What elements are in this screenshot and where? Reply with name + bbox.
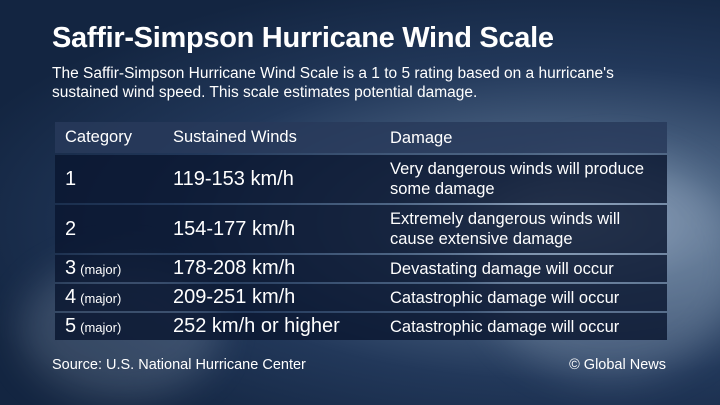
column-header: Damage [390,128,453,147]
winds-cell: 178-208 km/h [173,257,296,279]
category-note: (major) [80,291,122,306]
damage-cell: Devastating damage will occur [390,259,614,278]
category-cell: 4 (major) [55,286,163,309]
table-header: Category Sustained Winds Damage [55,122,667,153]
category-number: 4 [65,286,77,308]
table-row: 3 (major) 178-208 km/h Devastating damage w… [55,255,667,282]
subtitle: The Saffir-Simpson Hurricane Wind Scale … [52,65,614,101]
winds-cell: 119-153 km/h [173,167,294,190]
damage-cell: Catastrophic damage will occur [390,288,620,307]
table-row: 4 (major) 209-251 km/h Catastrophic damage … [55,284,667,311]
source: Source: U.S. National Hurricane Center [52,357,306,373]
column-header: Sustained Winds [173,128,297,146]
table-row: 2 154-177 km/h Extremely dangerous winds w… [55,205,667,253]
title: Saffir-Simpson Hurricane Wind Scale [52,22,554,54]
category-cell: 2 [55,218,163,241]
damage-cell: Catastrophic damage will occur [390,317,620,336]
column-header: Category [65,128,132,146]
table: Category Sustained Winds Damage 1 119-153… [55,122,667,342]
damage-cell: Very dangerous winds will produce some d… [390,160,645,198]
category-number: 1 [65,167,77,190]
category-number: 3 [65,257,77,279]
category-cell: 5 (major) [55,315,163,338]
category-note: (major) [80,262,122,277]
winds-cell: 209-251 km/h [173,286,296,308]
category-note: (major) [80,320,122,335]
winds-cell: 252 km/h or higher [173,315,340,337]
category-cell: 3 (major) [55,257,163,280]
damage-cell: Extremely dangerous winds will cause ext… [390,210,621,248]
category-number: 5 [65,315,77,337]
category-number: 2 [65,217,77,240]
winds-cell: 154-177 km/h [173,217,296,240]
table-row: 5 (major) 252 km/h or higher Catastrophic d… [55,313,667,340]
table-row: 1 119-153 km/h Very dangerous winds will p… [55,155,667,203]
category-cell: 1 [55,168,163,191]
credit: © Global News [569,357,666,373]
